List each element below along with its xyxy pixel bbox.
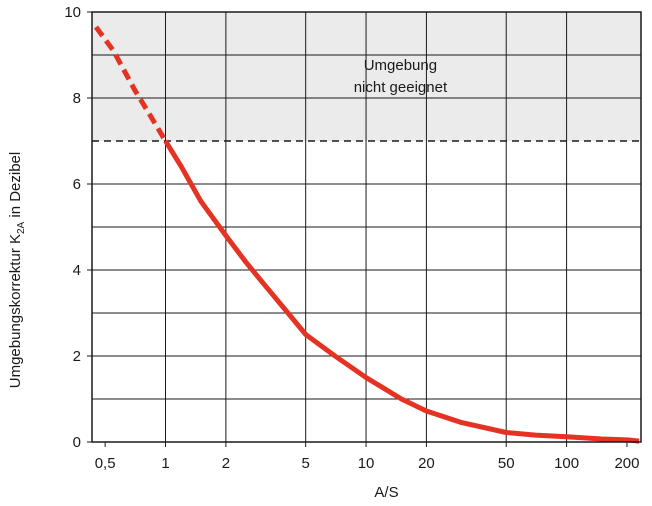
x-tick-label: 5 [302, 455, 310, 472]
x-tick-label: 100 [554, 455, 579, 472]
x-tick-label: 20 [418, 455, 435, 472]
y-axis-label-main: Umgebungskorrektur K [7, 234, 24, 388]
y-tick-label: 10 [64, 4, 81, 21]
grid-lines [92, 12, 641, 442]
curve-dashed-extrapolation [93, 25, 168, 143]
x-tick-label: 200 [614, 455, 639, 472]
curve-solid [163, 139, 640, 444]
x-tick-label: 10 [358, 455, 375, 472]
region-label-line-1: Umgebung [364, 57, 437, 74]
y-tick-label: 4 [73, 262, 81, 279]
y-axis-label: Umgebungskorrektur K2A in Dezibel [7, 152, 27, 389]
y-tick-labels: 0 2 4 6 8 10 [64, 4, 92, 451]
x-tick-label: 1 [161, 455, 169, 472]
x-tick-label: 50 [498, 455, 515, 472]
x-tick-label: 2 [222, 455, 230, 472]
y-tick-label: 2 [73, 348, 81, 365]
region-label-line-2: nicht geeignet [354, 79, 448, 96]
y-tick-label: 0 [73, 434, 81, 451]
y-axis-label-tail: in Dezibel [7, 152, 24, 222]
x-tick-label: 0,5 [95, 455, 116, 472]
x-tick-labels: 0,5 1 2 5 10 20 50 100 200 [95, 442, 639, 472]
y-axis-label-subscript: 2A [16, 221, 27, 234]
correction-curve [93, 25, 640, 444]
y-tick-label: 8 [73, 90, 81, 107]
x-axis-label: A/S [374, 484, 398, 501]
y-tick-label: 6 [73, 176, 81, 193]
